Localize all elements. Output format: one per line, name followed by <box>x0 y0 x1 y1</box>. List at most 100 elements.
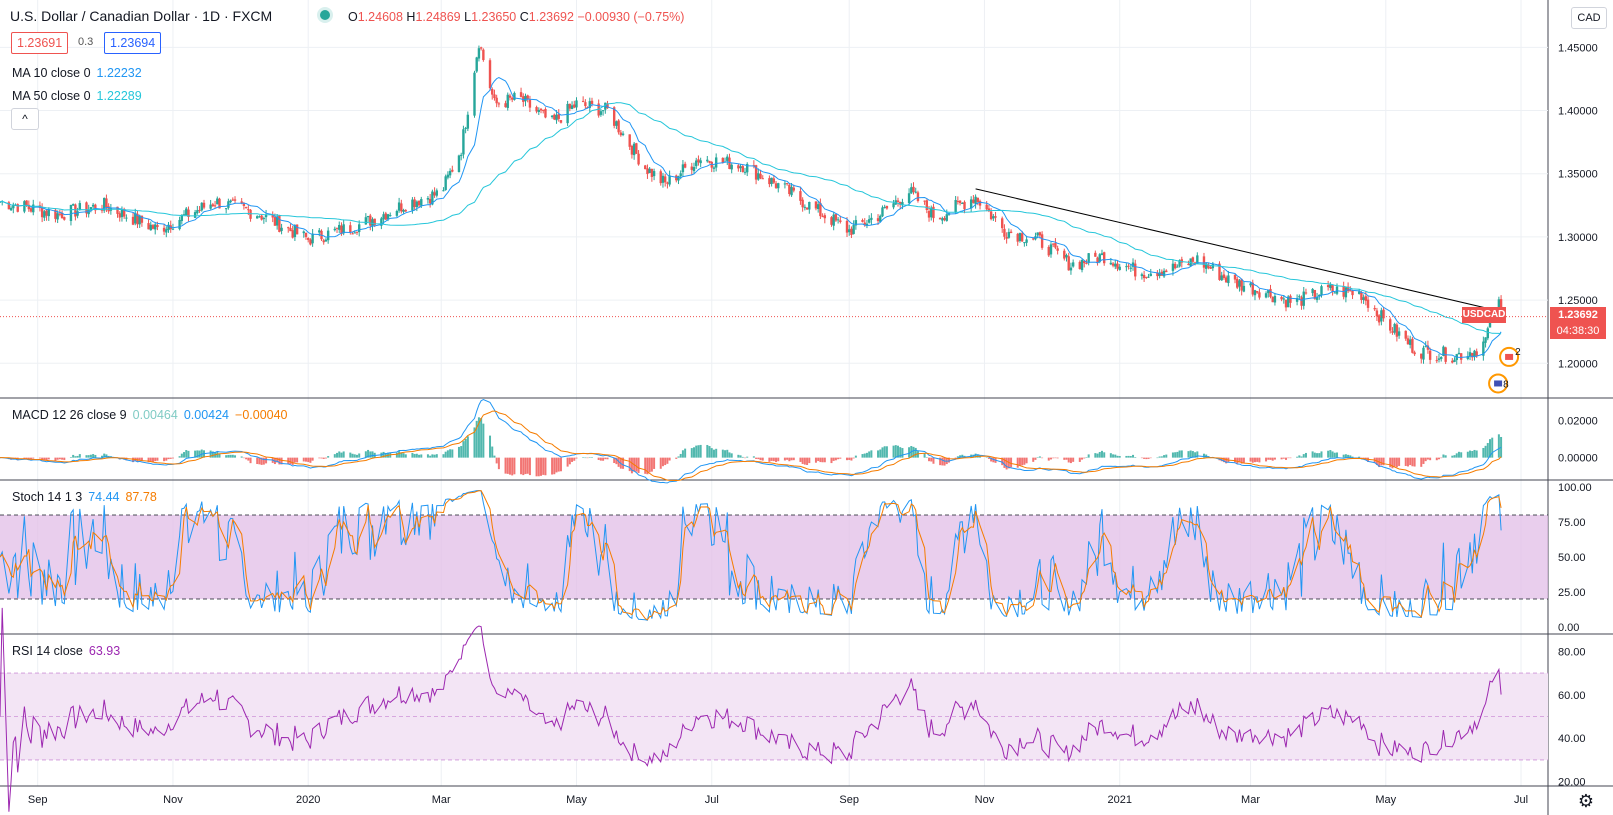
candle-body <box>1482 341 1485 356</box>
macd-hist-bar <box>420 454 423 458</box>
candle-body <box>1391 331 1394 333</box>
candle-body <box>351 233 354 235</box>
candle-body <box>650 168 654 177</box>
candle-body <box>1098 254 1101 262</box>
candle-body <box>994 216 997 218</box>
collapse-legend-button[interactable]: ^ <box>11 108 39 130</box>
rsi-axis-tick-label: 20.00 <box>1558 777 1586 789</box>
macd-hist-bar <box>1318 453 1321 458</box>
candle-body <box>1333 292 1336 294</box>
candle-body <box>925 200 929 210</box>
candle-body <box>1395 324 1399 337</box>
macd-hist-bar <box>1296 456 1299 458</box>
macd-hist-bar <box>916 451 919 458</box>
candle-body <box>147 223 150 230</box>
sell-price-button[interactable]: 1.23691 <box>11 32 69 54</box>
candle-body <box>1351 290 1354 296</box>
macd-hist-bar <box>511 457 514 476</box>
candle-body <box>506 94 509 108</box>
candle-body <box>1468 352 1472 357</box>
candle-body <box>1180 259 1184 263</box>
macd-hist-bar <box>1036 457 1039 459</box>
macd-hist-bar <box>1116 455 1119 458</box>
candle-body <box>1420 353 1423 359</box>
symbol-title[interactable]: U.S. Dollar / Canadian Dollar · 1D · FXC… <box>10 8 273 24</box>
candle-body <box>138 215 141 225</box>
macd-hist-bar <box>1072 457 1075 462</box>
macd-hist-bar <box>1240 457 1243 464</box>
macd-hist-bar <box>231 454 234 458</box>
macd-hist-bar <box>364 451 367 458</box>
candle-body <box>1096 257 1099 264</box>
candle-body <box>420 199 423 206</box>
macd-hist-bar <box>861 454 864 458</box>
candle-body <box>867 219 871 223</box>
macd-hist-bar <box>371 451 374 458</box>
candle-body <box>473 72 476 116</box>
macd-hist-bar <box>675 457 678 459</box>
macd-hist-bar <box>974 453 977 458</box>
candle-body <box>442 190 445 192</box>
macd-hist-bar <box>925 457 928 458</box>
macd-hist-bar <box>1047 457 1050 461</box>
candle-body <box>178 219 181 230</box>
macd-hist-bar <box>757 457 760 460</box>
macd-hist-bar <box>923 453 926 458</box>
macd-hist-bar <box>690 448 693 458</box>
candle-body <box>1158 272 1161 277</box>
macd-hist-bar <box>1435 457 1438 461</box>
ma50-legend[interactable]: MA 50 close 0 1.22289 <box>12 89 142 103</box>
rsi-legend[interactable]: RSI 14 close 63.93 <box>12 644 120 658</box>
macd-hist-bar <box>1349 455 1352 458</box>
macd-hist-bar <box>730 453 733 458</box>
candle-body <box>1360 292 1363 300</box>
macd-legend[interactable]: MACD 12 26 close 9 0.00464 0.00424 −0.00040 <box>12 408 288 422</box>
candle-body <box>1036 232 1039 236</box>
candle-body <box>1264 293 1268 298</box>
macd-hist-bar <box>475 420 478 458</box>
gear-icon[interactable]: ⚙ <box>1577 791 1595 811</box>
buy-price-button[interactable]: 1.23694 <box>104 32 162 54</box>
candle-body <box>32 204 35 213</box>
macd-hist-bar <box>1156 457 1159 459</box>
macd-hist-bar <box>666 457 669 464</box>
candle-body <box>1114 263 1117 267</box>
candle-body <box>156 225 159 228</box>
macd-hist-bar <box>47 457 50 460</box>
candle-body <box>1134 263 1137 277</box>
macd-hist-bar <box>151 457 154 463</box>
candle-body <box>357 224 361 233</box>
macd-hist-bar <box>724 450 727 458</box>
macd-hist-bar <box>1420 457 1423 467</box>
candle-body <box>1366 299 1370 308</box>
macd-hist-bar <box>613 457 616 464</box>
macd-hist-bar <box>761 457 764 461</box>
candle-body <box>956 200 960 202</box>
macd-hist-bar <box>1327 450 1330 458</box>
candle-body <box>16 204 19 212</box>
macd-hist-bar <box>25 457 28 459</box>
candle-body <box>699 160 702 164</box>
ma50-label: MA 50 close 0 <box>12 89 91 103</box>
macd-hist-bar <box>27 457 30 460</box>
candle-body <box>714 157 718 168</box>
canada-flag-mark <box>1505 353 1514 360</box>
candle-body <box>885 205 889 209</box>
macd-hist-bar <box>1100 450 1103 458</box>
macd-hist-bar <box>526 457 529 474</box>
candle-body <box>56 213 59 220</box>
candle-body <box>1224 277 1228 283</box>
ma10-legend[interactable]: MA 10 close 0 1.22232 <box>12 66 142 80</box>
stoch-axis-tick-label: 100.00 <box>1558 482 1592 494</box>
macd-hist-bar <box>783 457 786 461</box>
currency-button[interactable]: CAD <box>1571 7 1607 29</box>
ma50-value: 1.22289 <box>96 89 142 103</box>
candle-body <box>757 173 760 180</box>
candle-body <box>646 168 649 175</box>
macd-hist-bar <box>1404 457 1407 466</box>
candle-body <box>497 103 501 105</box>
stoch-legend[interactable]: Stoch 14 1 3 74.44 87.78 <box>12 490 157 504</box>
candle-body <box>923 200 926 202</box>
macd-hist-bar <box>322 457 325 459</box>
